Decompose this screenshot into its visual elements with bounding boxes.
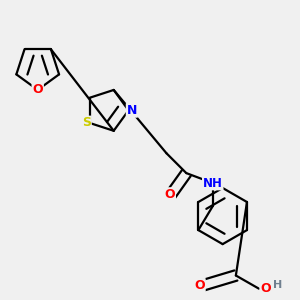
Text: O: O [194, 279, 205, 292]
Text: O: O [260, 282, 271, 295]
Text: S: S [82, 116, 91, 130]
Text: H: H [272, 280, 282, 290]
Text: O: O [32, 83, 43, 96]
Text: NH: NH [203, 176, 223, 190]
Text: N: N [127, 104, 137, 117]
Text: O: O [164, 188, 175, 201]
